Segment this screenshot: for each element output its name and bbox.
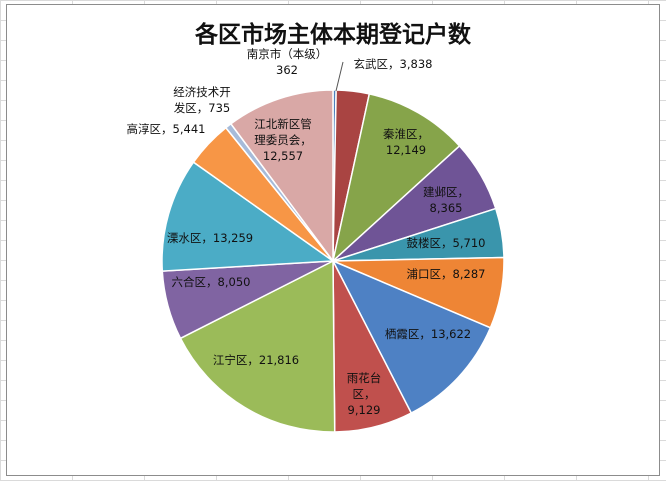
slice-label: 六合区，8,050 (172, 275, 251, 289)
pie-slice[interactable] (331, 259, 492, 415)
slice-label: 南京市（本级） 362 (247, 47, 328, 77)
slice-label: 雨花台区， 9,129 (347, 371, 382, 417)
chart-title: 各区市场主体本期登记户数 (195, 22, 471, 48)
slice-label: 秦淮区， 12,149 (383, 127, 429, 157)
slice-label: 江宁区，21,816 (213, 353, 299, 367)
pie-slice[interactable] (179, 259, 336, 433)
slice-label: 江北新区管理委员会， 12,557 (254, 117, 312, 163)
pie-slice[interactable] (161, 161, 336, 272)
slice-label: 玄武区，3,838 (354, 57, 433, 71)
slice-label: 溧水区，13,259 (167, 231, 253, 245)
slice-label: 经济技术开发区，735 (173, 85, 231, 115)
pie-slice[interactable] (229, 89, 334, 264)
slice-label: 栖霞区，13,622 (385, 327, 471, 341)
slice-label: 建邺区， 8,365 (423, 185, 469, 215)
leader-line (335, 61, 344, 92)
pie-slice[interactable] (331, 93, 461, 264)
slice-label: 高淳区，5,441 (127, 122, 206, 136)
slice-label: 浦口区，8,287 (407, 267, 486, 281)
slice-label: 鼓楼区，5,710 (407, 236, 486, 250)
